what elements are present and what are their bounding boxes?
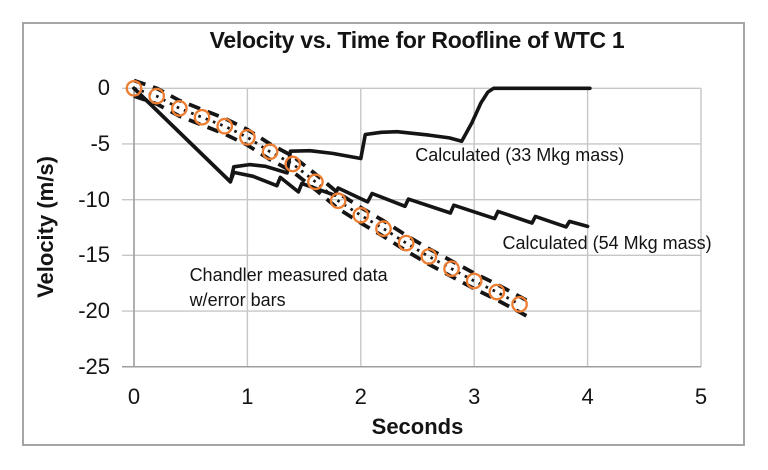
x-tick-label: 4 xyxy=(581,384,594,409)
x-tick-label: 3 xyxy=(468,384,481,409)
chandler-data-marker xyxy=(420,248,438,265)
chandler-data-marker xyxy=(465,272,483,290)
chandler-data-marker xyxy=(397,234,415,252)
chandler-data-marker xyxy=(488,283,506,301)
chandler-data-marker xyxy=(511,295,528,313)
y-tick-label: -20 xyxy=(78,298,110,324)
chandler-data-marker xyxy=(329,192,347,210)
x-axis-title: Seconds xyxy=(371,414,464,439)
y-tick-label: -10 xyxy=(78,186,110,212)
annotation-calc33-label: Calculated (33 Mkg mass) xyxy=(415,145,625,166)
chandler-data-marker xyxy=(375,220,392,237)
chandler-data-marker xyxy=(261,143,279,161)
chandler-data-marker xyxy=(171,99,188,117)
y-tick-label: -25 xyxy=(78,353,110,379)
chandler-data-marker xyxy=(193,108,211,126)
chandler-data-marker xyxy=(239,128,256,146)
y-axis-title: Velocity (m/s) xyxy=(33,156,58,298)
chandler-data-marker xyxy=(284,155,302,173)
x-tick-label: 5 xyxy=(694,384,708,409)
chandler-data-marker xyxy=(443,260,460,278)
x-tick-label: 0 xyxy=(127,384,141,409)
y-tick-label: -15 xyxy=(78,242,110,268)
chandler-data-marker xyxy=(148,87,166,105)
chandler-data-marker xyxy=(216,117,234,135)
y-tick-label: -5 xyxy=(90,130,110,156)
series-33mkg-line xyxy=(132,86,592,184)
series-54mkg-line xyxy=(132,86,590,229)
chandler-data-marker xyxy=(125,79,143,97)
annotation-calc54-label: Calculated (54 Mkg mass) xyxy=(502,233,712,254)
x-tick-label: 1 xyxy=(241,384,254,409)
chart-title: Velocity vs. Time for Roofline of WTC 1 xyxy=(209,27,625,53)
chandler-data-marker xyxy=(352,206,370,224)
x-tick-label: 2 xyxy=(354,384,367,409)
annotation-chandler-label: Chandler measured data w/error bars xyxy=(189,264,388,310)
y-tick-label: 0 xyxy=(97,75,110,101)
chandler-data-marker xyxy=(307,173,324,191)
